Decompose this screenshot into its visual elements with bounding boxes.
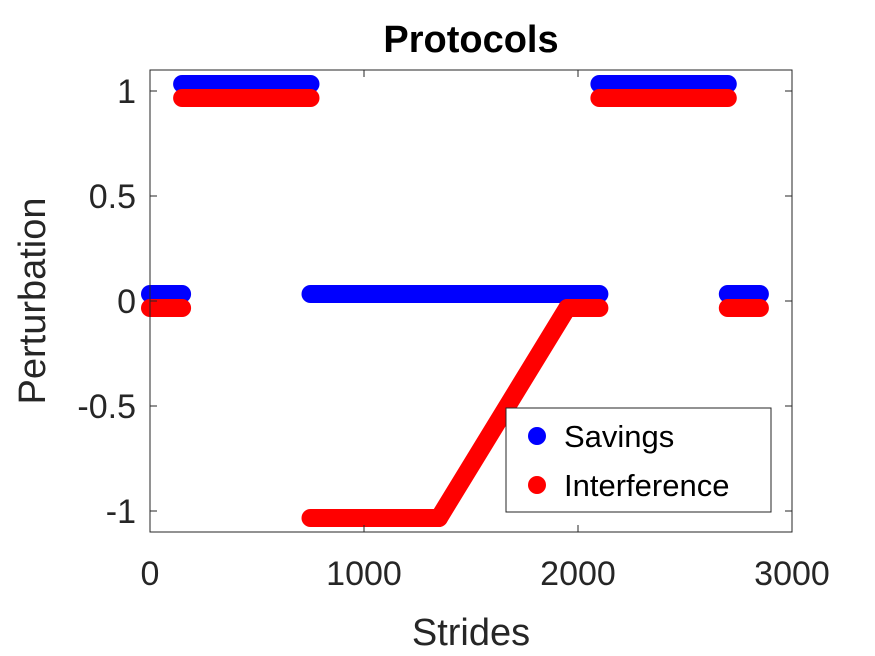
axes: 0 1000 2000 3000 1 0.5 0 -0.5 -1	[77, 70, 830, 593]
plot-marks	[141, 75, 769, 527]
x-tick-label: 2000	[540, 555, 616, 593]
legend-box	[505, 407, 772, 513]
chart-title: Protocols	[383, 19, 558, 61]
series-interference	[141, 89, 769, 527]
x-tick-label: 1000	[326, 555, 402, 593]
y-tick-label: 1	[117, 73, 136, 111]
legend-marker-interference	[528, 476, 546, 494]
y-tick-label: -0.5	[77, 388, 136, 426]
x-axis-label: Strides	[412, 612, 530, 654]
x-tick-label: 0	[141, 555, 160, 593]
x-tick-label: 3000	[754, 555, 830, 593]
y-tick-label: 0	[117, 283, 136, 321]
y-tick-label: -1	[106, 493, 136, 531]
legend-marker-savings	[528, 427, 546, 445]
y-tick-label: 0.5	[89, 178, 136, 216]
interference-segment-3	[429, 299, 577, 527]
legend-label-savings: Savings	[564, 419, 674, 454]
legend-label-interference: Interference	[564, 468, 729, 503]
y-axis-label: Perturbation	[12, 197, 54, 404]
legend: Savings Interference	[505, 407, 772, 513]
series-savings	[141, 75, 769, 303]
